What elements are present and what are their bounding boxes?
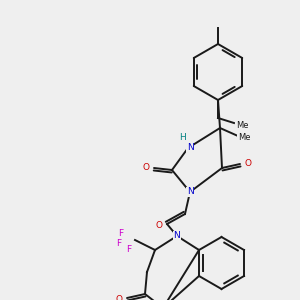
Text: Me: Me <box>238 134 250 142</box>
Text: O: O <box>142 164 149 172</box>
Text: O: O <box>244 160 251 169</box>
Text: F: F <box>116 239 122 248</box>
Text: Me: Me <box>236 121 248 130</box>
Text: H: H <box>178 134 185 142</box>
Text: N: N <box>174 232 180 241</box>
Text: O: O <box>155 221 163 230</box>
Text: O: O <box>116 296 122 300</box>
Text: F: F <box>118 230 124 238</box>
Text: N: N <box>187 143 194 152</box>
Text: N: N <box>187 188 194 196</box>
Text: F: F <box>126 245 132 254</box>
